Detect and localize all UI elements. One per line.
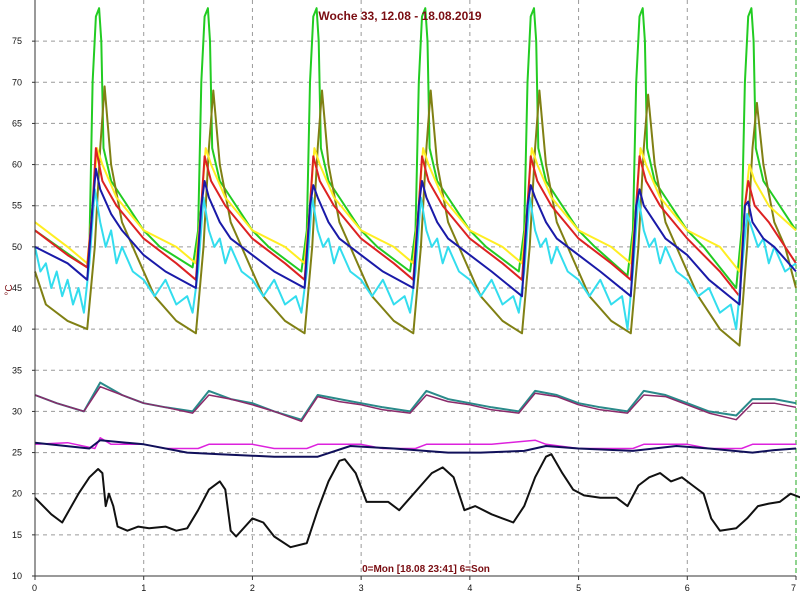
series-line-2 <box>34 85 797 347</box>
y-tick-label: 35 <box>12 365 22 375</box>
grid <box>35 0 797 576</box>
x-tick-label: 3 <box>359 583 364 593</box>
x-tick-label: 7 <box>791 583 796 593</box>
chart-title: Woche 33, 12.08 - 18.08.2019 <box>318 9 482 23</box>
y-axis-label: °C <box>4 284 15 295</box>
x-tick-label: 0 <box>32 583 37 593</box>
series-line-4 <box>34 147 797 298</box>
y-tick-label: 10 <box>12 571 22 581</box>
x-tick-labels: 0 1 2 3 4 5 6 7 <box>32 576 797 593</box>
y-tick-label: 75 <box>12 36 22 46</box>
y-tick-label: 30 <box>12 406 22 416</box>
y-tick-label: 15 <box>12 530 22 540</box>
y-tick-label: 60 <box>12 160 22 170</box>
series-line-8 <box>34 385 797 423</box>
series-line-5 <box>34 188 797 331</box>
x-tick-label: 6 <box>685 583 690 593</box>
series-line-10 <box>34 439 797 458</box>
y-tick-label: 20 <box>12 489 22 499</box>
y-tick-label: 55 <box>12 201 22 211</box>
x-tick-label: 5 <box>576 583 581 593</box>
y-tick-label: 25 <box>12 448 22 458</box>
x-tick-label: 4 <box>467 583 472 593</box>
y-tick-label: 40 <box>12 324 22 334</box>
series-line-6 <box>34 167 797 306</box>
y-tick-label: 50 <box>12 242 22 252</box>
x-tick-label: 1 <box>141 583 146 593</box>
chart-footer: 0=Mon [18.08 23:41] 6=Son <box>362 564 490 575</box>
x-tick-label: 2 <box>250 583 255 593</box>
y-tick-labels: 10 15 20 25 30 35 40 45 50 55 60 65 70 75 <box>12 36 35 581</box>
series-layer <box>34 7 800 549</box>
series-line-11 <box>34 453 800 549</box>
y-tick-label: 70 <box>12 77 22 87</box>
y-tick-label: 45 <box>12 283 22 293</box>
y-tick-label: 65 <box>12 118 22 128</box>
